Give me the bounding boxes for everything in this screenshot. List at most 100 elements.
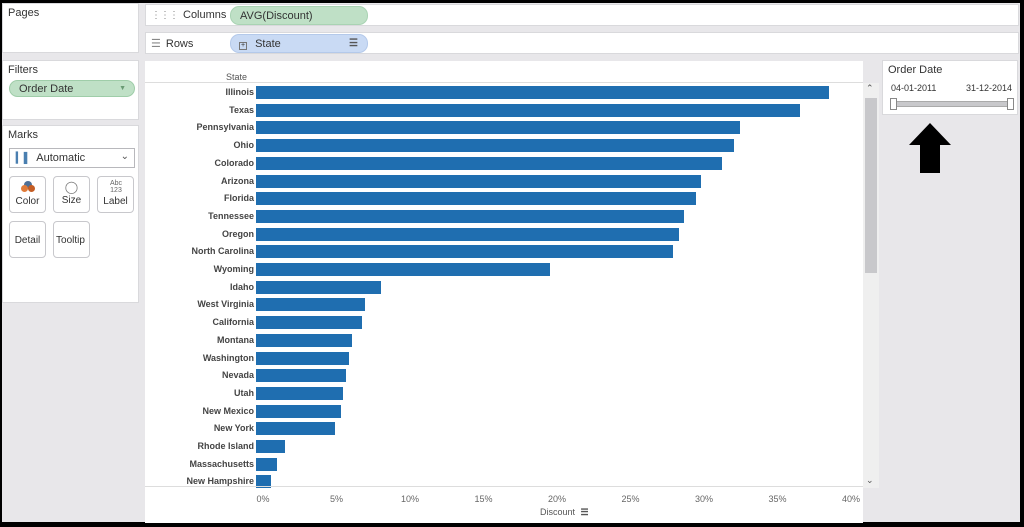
expand-icon[interactable]: +	[239, 42, 247, 50]
state-label[interactable]: Arizona	[220, 175, 254, 186]
end-date[interactable]: 31-12-2014	[965, 83, 1012, 93]
state-label[interactable]: Montana	[217, 334, 254, 345]
bar[interactable]	[256, 280, 381, 294]
bar[interactable]	[256, 386, 343, 400]
x-tick-label: 15%	[474, 494, 493, 504]
state-label[interactable]: New Hampshire	[186, 476, 254, 487]
size-button[interactable]: ◯ Size	[53, 176, 90, 213]
state-label[interactable]: Oregon	[221, 228, 254, 239]
columns-shelf[interactable]: ⋮⋮⋮ Columns AVG(Discount)	[145, 4, 1019, 26]
columns-icon: ⋮⋮⋮	[151, 9, 179, 21]
state-label[interactable]: Nevada	[221, 370, 254, 381]
slider-start-handle[interactable]	[890, 98, 897, 110]
state-label[interactable]: Wyoming	[213, 264, 254, 274]
state-label[interactable]: New Mexico	[202, 405, 254, 416]
state-label[interactable]: Florida	[223, 193, 254, 204]
bar[interactable]	[256, 440, 286, 453]
state-pill-label: State	[255, 38, 281, 50]
color-button[interactable]: Color	[9, 176, 46, 213]
bar[interactable]	[256, 333, 352, 347]
bar[interactable]	[256, 103, 800, 117]
state-label[interactable]: Texas	[229, 104, 254, 115]
state-label[interactable]: Illinois	[225, 87, 254, 97]
state-label[interactable]: North Carolina	[191, 246, 254, 257]
state-label[interactable]: Colorado	[214, 157, 255, 168]
avg-discount-pill[interactable]: AVG(Discount)	[230, 6, 368, 25]
mark-type-dropdown[interactable]: ▎▌ Automatic ⌄	[9, 148, 135, 168]
columns-label: Columns	[183, 9, 227, 21]
x-tick-label: 30%	[694, 494, 714, 504]
bar[interactable]	[256, 404, 342, 418]
x-tick-label: 35%	[768, 494, 787, 504]
tooltip-button[interactable]: Tooltip	[53, 221, 90, 258]
bar[interactable]	[256, 298, 365, 312]
filters-title: Filters	[8, 64, 38, 76]
bar[interactable]	[256, 156, 722, 170]
bar[interactable]	[256, 121, 740, 135]
state-label[interactable]: Utah	[234, 387, 254, 398]
bar[interactable]	[256, 139, 734, 153]
rows-icon: ☰	[151, 38, 161, 50]
x-tick-label: 25%	[621, 494, 640, 504]
bar[interactable]	[256, 245, 674, 259]
order-date-filter-pill[interactable]: Order Date ▼	[9, 80, 135, 97]
bar[interactable]	[256, 316, 362, 330]
bar[interactable]	[256, 457, 277, 471]
y-axis-title: State	[226, 72, 248, 82]
x-tick-label: 20%	[547, 494, 567, 504]
label-button[interactable]: Abc 123 Label	[97, 176, 134, 213]
filters-card: Filters Order Date ▼	[2, 60, 139, 120]
rows-shelf[interactable]: ☰ Rows + State ☰	[145, 32, 1019, 54]
state-label[interactable]: Idaho	[230, 281, 254, 292]
bar[interactable]	[256, 422, 336, 436]
scroll-down-icon[interactable]: ⌄	[866, 475, 874, 485]
order-date-title: Order Date	[888, 64, 943, 76]
x-tick-label: 40%	[841, 494, 861, 504]
marks-title: Marks	[8, 129, 38, 141]
state-label[interactable]: West Virginia	[197, 299, 254, 310]
arrow-up-annotation-icon	[909, 123, 951, 173]
x-tick-label: 10%	[400, 494, 420, 504]
bar[interactable]	[256, 263, 550, 276]
scroll-thumb[interactable]	[865, 98, 877, 273]
state-label[interactable]: California	[212, 317, 254, 328]
bar[interactable]	[256, 227, 680, 241]
sort-descending-icon[interactable]: ☰	[349, 38, 358, 49]
header-divider	[145, 82, 863, 83]
pages-card: Pages	[2, 3, 139, 53]
detail-button[interactable]: Detail	[9, 221, 46, 258]
x-tick-label: 0%	[256, 494, 270, 504]
state-label[interactable]: Rhode Island	[197, 441, 254, 451]
dropdown-caret-icon[interactable]: ▼	[119, 85, 126, 92]
chevron-down-icon[interactable]: ⌄	[120, 151, 129, 162]
date-range-slider[interactable]	[893, 101, 1011, 107]
x-axis-line	[145, 486, 863, 487]
bar[interactable]	[256, 192, 696, 206]
bar[interactable]	[256, 475, 271, 489]
bar[interactable]	[256, 209, 684, 223]
bar[interactable]	[256, 351, 349, 365]
size-icon: ◯	[64, 180, 79, 194]
bar-chart-icon: ▎▌	[16, 153, 31, 164]
bar[interactable]	[256, 369, 346, 383]
start-date[interactable]: 04-01-2011	[891, 83, 937, 93]
vertical-scrollbar[interactable]: ⌃ ⌄	[863, 83, 879, 488]
bar[interactable]	[256, 174, 702, 188]
label-icon: Abc 123	[109, 180, 123, 194]
slider-end-handle[interactable]	[1007, 98, 1014, 110]
state-label[interactable]: Washington	[202, 352, 254, 363]
state-label[interactable]: Pennsylvania	[196, 122, 254, 133]
sort-icon[interactable]: ☰	[580, 507, 589, 517]
state-label[interactable]: Tennessee	[208, 210, 254, 221]
state-pill[interactable]: + State ☰	[230, 34, 368, 53]
state-label[interactable]: Massachusetts	[189, 458, 254, 469]
state-label[interactable]: New York	[213, 423, 254, 434]
bar[interactable]	[256, 86, 830, 99]
pages-title: Pages	[8, 7, 40, 19]
tableau-workspace: Pages ⋮⋮⋮ Columns AVG(Discount) ☰ Rows +…	[2, 3, 1020, 523]
x-axis-title: Discount ☰	[540, 507, 589, 517]
rows-label: Rows	[165, 37, 194, 50]
color-icon	[20, 181, 35, 193]
state-label[interactable]: Ohio	[233, 140, 255, 151]
scroll-up-icon[interactable]: ⌃	[866, 83, 874, 93]
